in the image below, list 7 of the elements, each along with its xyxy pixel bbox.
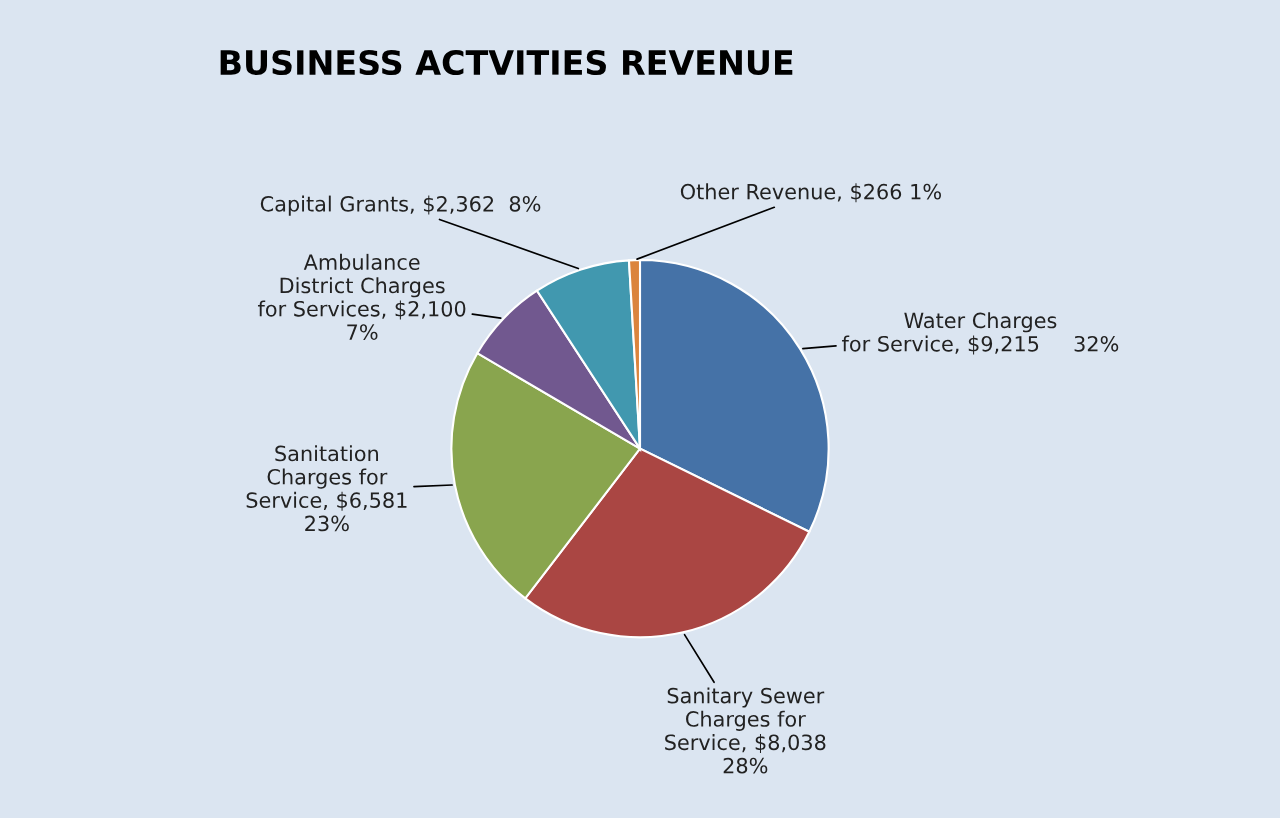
slice-label: Capital Grants, $2,362 8% — [260, 195, 541, 216]
chart-title: BUSINESS ACTVITIES REVENUE — [220, 49, 793, 76]
slice-label: Sanitary Sewer Charges for Service, $8,038 28% — [665, 687, 826, 774]
slice-label: Ambulance District Charges for Services, $2,100 7% — [257, 253, 466, 340]
slice-label: Other Revenue, $266 1% — [680, 183, 941, 203]
slice-label: Water Charges for Service, $9,215 32% — [842, 312, 1119, 355]
slice-label: Sanitation Charges for Service, $6,581 23% — [246, 445, 407, 532]
